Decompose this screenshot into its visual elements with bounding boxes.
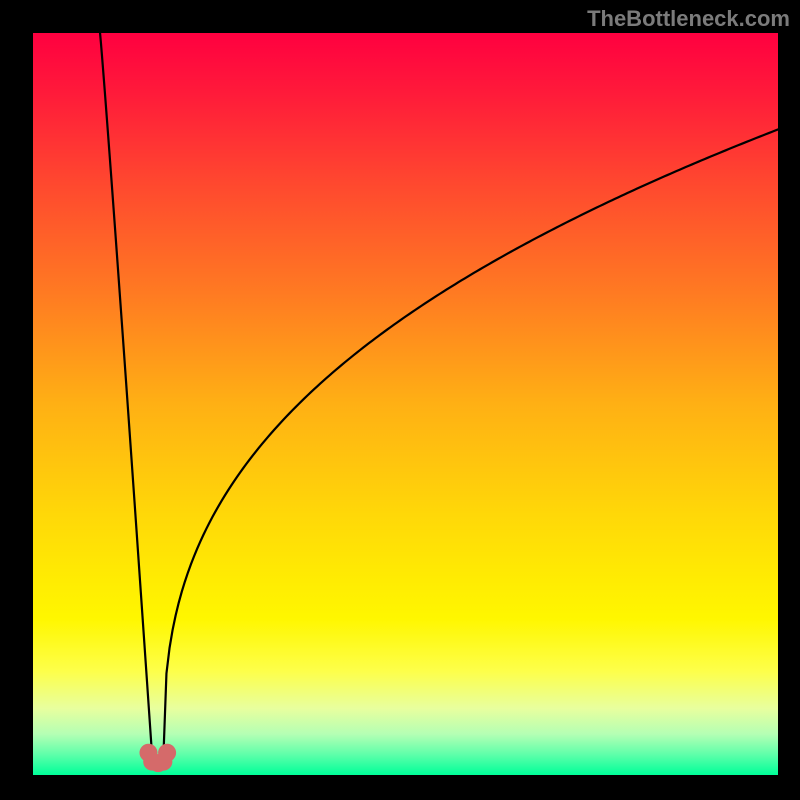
- valley-marker: [158, 744, 176, 762]
- bottleneck-chart: TheBottleneck.com: [0, 0, 800, 800]
- watermark-text: TheBottleneck.com: [587, 6, 790, 32]
- chart-svg: [0, 0, 800, 800]
